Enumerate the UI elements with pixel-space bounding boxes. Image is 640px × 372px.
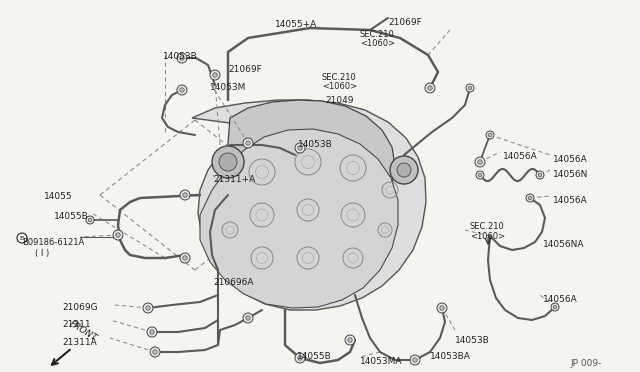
Circle shape	[553, 305, 557, 309]
Circle shape	[180, 253, 190, 263]
Circle shape	[413, 358, 417, 362]
Circle shape	[466, 84, 474, 92]
Circle shape	[177, 53, 187, 63]
Circle shape	[153, 350, 157, 354]
Circle shape	[246, 141, 250, 145]
Circle shape	[243, 313, 253, 323]
Circle shape	[177, 85, 187, 95]
Text: 21311: 21311	[62, 320, 91, 329]
Text: <1060>: <1060>	[470, 232, 505, 241]
Text: SEC.210: SEC.210	[322, 73, 356, 82]
Text: 21069F: 21069F	[388, 18, 422, 27]
Circle shape	[476, 171, 484, 179]
Text: 14055: 14055	[44, 192, 72, 201]
Text: 14053B: 14053B	[163, 52, 198, 61]
Circle shape	[150, 347, 160, 357]
Circle shape	[246, 316, 250, 320]
Circle shape	[183, 193, 188, 197]
Circle shape	[397, 163, 411, 177]
Text: FRONT: FRONT	[68, 319, 99, 343]
Text: 14053M: 14053M	[210, 83, 246, 92]
Circle shape	[212, 146, 244, 178]
Text: 14056A: 14056A	[553, 196, 588, 205]
Text: 21311A: 21311A	[62, 338, 97, 347]
Circle shape	[295, 143, 305, 153]
Text: 14055B: 14055B	[54, 212, 89, 221]
Text: 14053B: 14053B	[455, 336, 490, 345]
Text: 210696A: 210696A	[213, 278, 253, 287]
Circle shape	[468, 86, 472, 90]
Circle shape	[478, 173, 482, 177]
Circle shape	[538, 173, 542, 177]
Text: 14056A: 14056A	[543, 295, 578, 304]
Text: 14053MA: 14053MA	[360, 357, 403, 366]
Text: 14056A: 14056A	[503, 152, 538, 161]
Circle shape	[428, 86, 432, 90]
Circle shape	[475, 157, 485, 167]
Circle shape	[295, 353, 305, 363]
Circle shape	[86, 216, 94, 224]
Text: JP 009-: JP 009-	[570, 359, 602, 368]
Circle shape	[390, 156, 418, 184]
Circle shape	[147, 327, 157, 337]
Circle shape	[88, 218, 92, 222]
Text: 14055+A: 14055+A	[275, 20, 317, 29]
Polygon shape	[192, 100, 426, 310]
Circle shape	[143, 303, 153, 313]
Circle shape	[348, 338, 352, 342]
Circle shape	[437, 303, 447, 313]
Circle shape	[212, 73, 217, 77]
Polygon shape	[200, 129, 398, 308]
Circle shape	[551, 303, 559, 311]
Text: SEC.210: SEC.210	[470, 222, 505, 231]
Circle shape	[425, 83, 435, 93]
Circle shape	[210, 70, 220, 80]
Text: <1060>: <1060>	[360, 39, 395, 48]
Text: 14053BA: 14053BA	[430, 352, 471, 361]
Text: 21069G: 21069G	[62, 303, 98, 312]
Circle shape	[183, 256, 188, 260]
Text: 14055B: 14055B	[297, 352, 332, 361]
Circle shape	[219, 153, 237, 171]
Text: 14056N: 14056N	[553, 170, 588, 179]
Text: <1060>: <1060>	[322, 82, 357, 91]
Text: B09186-6121A: B09186-6121A	[22, 238, 84, 247]
Circle shape	[345, 335, 355, 345]
Text: 21069F: 21069F	[228, 65, 262, 74]
Circle shape	[298, 146, 302, 150]
Text: SEC.210: SEC.210	[360, 30, 395, 39]
Polygon shape	[226, 100, 395, 233]
Circle shape	[243, 138, 253, 148]
Circle shape	[528, 196, 532, 200]
Circle shape	[116, 233, 120, 237]
Circle shape	[180, 56, 184, 60]
Text: 14056NA: 14056NA	[543, 240, 584, 249]
Circle shape	[298, 356, 302, 360]
Text: 14053B: 14053B	[298, 140, 333, 149]
Circle shape	[486, 131, 494, 139]
Circle shape	[180, 190, 190, 200]
Text: 21049: 21049	[325, 96, 353, 105]
Circle shape	[526, 194, 534, 202]
Circle shape	[410, 355, 420, 365]
Text: ( I ): ( I )	[35, 249, 49, 258]
Circle shape	[440, 306, 444, 310]
Circle shape	[477, 160, 483, 164]
Text: B: B	[20, 235, 24, 241]
Circle shape	[536, 171, 544, 179]
Circle shape	[180, 88, 184, 92]
Circle shape	[150, 330, 154, 334]
Text: 21311+A: 21311+A	[213, 175, 255, 184]
Circle shape	[113, 230, 123, 240]
Text: 14056A: 14056A	[553, 155, 588, 164]
Circle shape	[488, 133, 492, 137]
Circle shape	[146, 306, 150, 310]
